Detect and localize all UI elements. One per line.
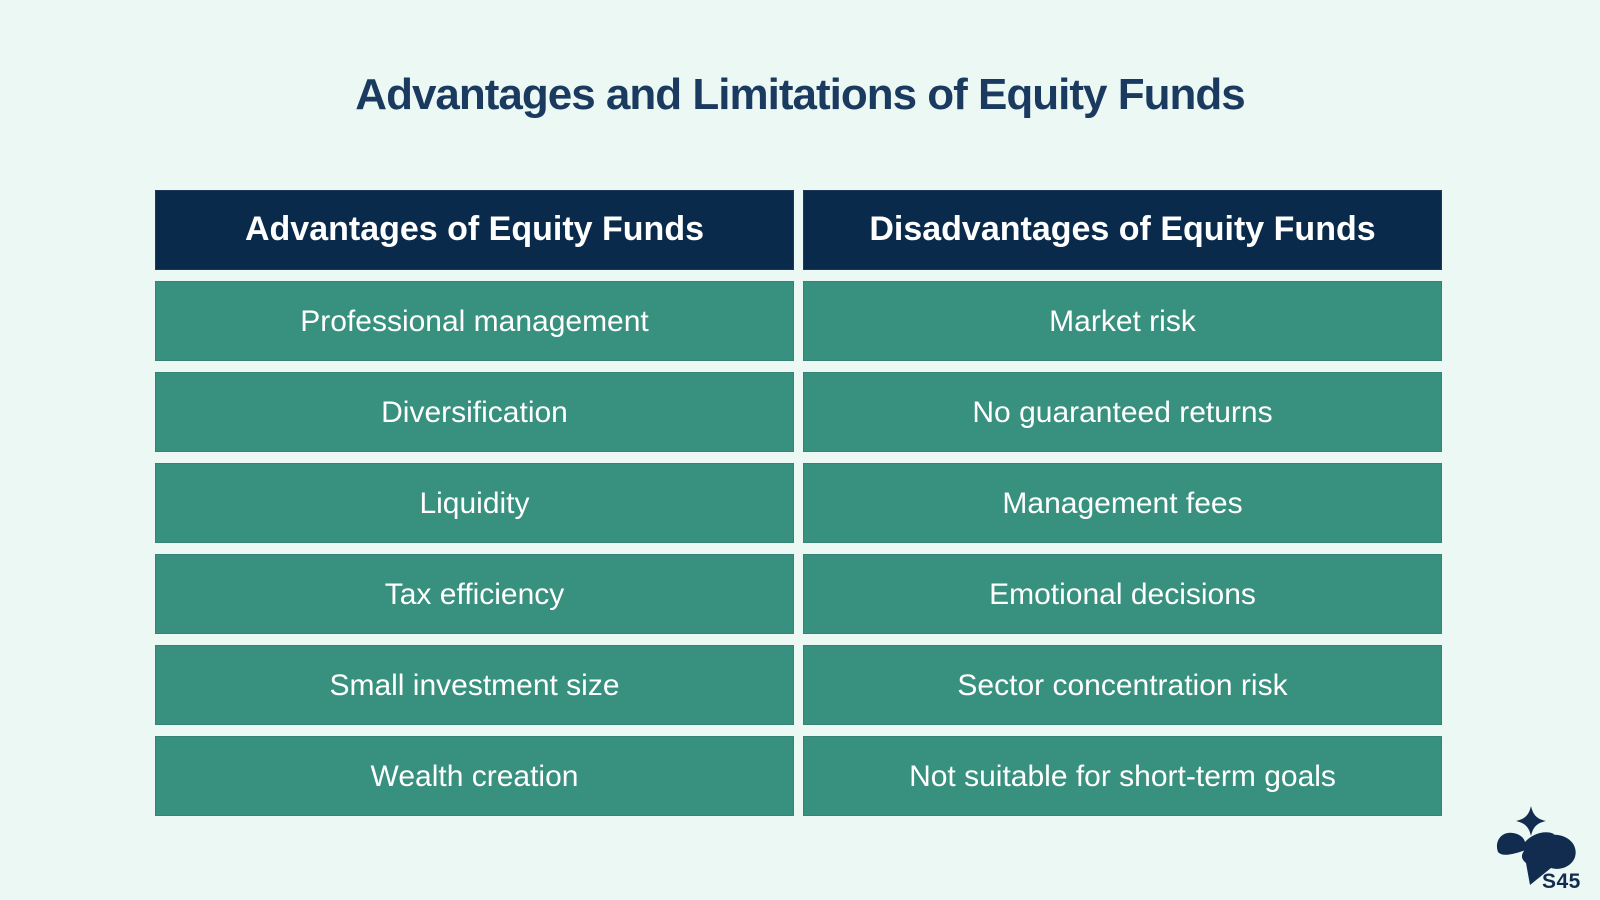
comparison-table: Advantages of Equity Funds Disadvantages… (155, 190, 1442, 816)
table-cell-advantage-3: Liquidity (155, 463, 794, 543)
table-cell-disadvantage-1: Market risk (803, 281, 1442, 361)
table-cell-disadvantage-5: Sector concentration risk (803, 645, 1442, 725)
table-cell-advantage-5: Small investment size (155, 645, 794, 725)
table-cell-advantage-4: Tax efficiency (155, 554, 794, 634)
brand-logo: S45 (1486, 797, 1586, 895)
table-cell-advantage-2: Diversification (155, 372, 794, 452)
table-cell-disadvantage-3: Management fees (803, 463, 1442, 543)
logo-swoosh-bottom (1521, 834, 1576, 885)
page-title: Advantages and Limitations of Equity Fun… (355, 70, 1245, 119)
table-cell-disadvantage-4: Emotional decisions (803, 554, 1442, 634)
table-cell-disadvantage-6: Not suitable for short-term goals (803, 736, 1442, 816)
table-cell-advantage-6: Wealth creation (155, 736, 794, 816)
table-cell-disadvantage-2: No guaranteed returns (803, 372, 1442, 452)
column-header-disadvantages: Disadvantages of Equity Funds (803, 190, 1442, 270)
table-cell-advantage-1: Professional management (155, 281, 794, 361)
column-header-advantages: Advantages of Equity Funds (155, 190, 794, 270)
sparkle-icon (1516, 806, 1546, 836)
logo-text: S45 (1542, 870, 1581, 893)
